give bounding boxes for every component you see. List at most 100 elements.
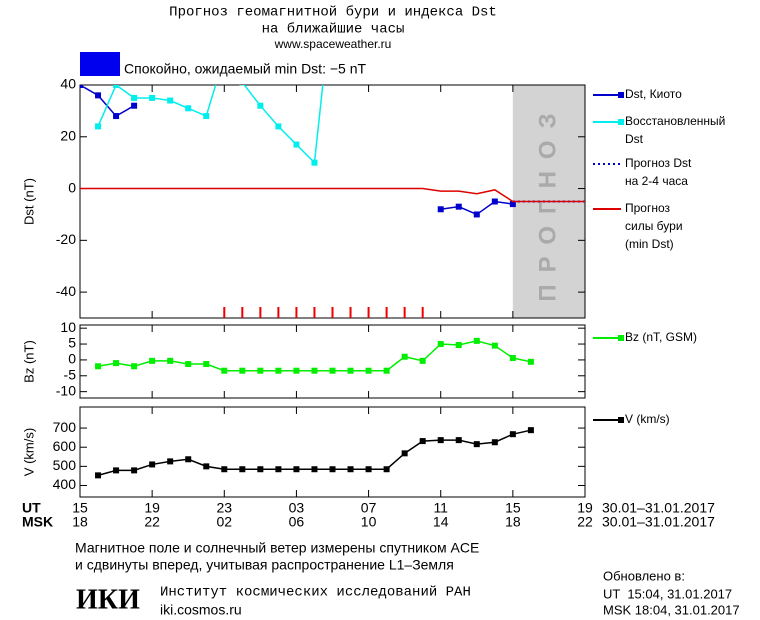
point (527, 427, 534, 434)
x-tick-label: 15 (505, 500, 521, 516)
title-line: Прогноз геомагнитной бури и индекса Dst (169, 4, 497, 21)
y-tick-label: -20 (56, 231, 76, 247)
point (455, 437, 462, 444)
y-tick-label: 40 (60, 76, 76, 92)
x-tick-label: 11 (433, 500, 448, 516)
note-line: и сдвинуты вперед, учитывая распростране… (75, 557, 454, 573)
panel-frame (79, 324, 586, 399)
status-box (80, 52, 120, 76)
y-tick-label: 10 (60, 319, 76, 335)
time-row-name: MSK (22, 514, 53, 530)
x-tick-label: 15 (72, 500, 88, 516)
point (491, 439, 498, 446)
point (95, 123, 102, 130)
point (185, 456, 192, 463)
series-line (97, 340, 532, 372)
x-tick-label: 06 (289, 514, 305, 530)
point (311, 466, 318, 473)
x-tick-label: 18 (72, 514, 88, 530)
point (293, 466, 300, 473)
y-axis-label: V (km/s) (21, 428, 36, 476)
point (509, 431, 516, 438)
point (329, 466, 336, 473)
point (203, 463, 210, 470)
x-tick-label: 14 (433, 514, 449, 530)
x-tick-label: 02 (216, 514, 232, 530)
point (329, 367, 336, 374)
x-tick-label: 03 (289, 500, 305, 516)
y-axis-label: Dst (nT) (21, 178, 36, 225)
x-tick-label: 18 (505, 514, 521, 530)
legend-marker (618, 417, 624, 423)
y-tick-label: 600 (53, 438, 77, 454)
legend-label: V (km/s) (625, 412, 670, 426)
point (491, 198, 498, 205)
point (113, 467, 120, 474)
point (311, 367, 318, 374)
note-line: Магнитное поле и солнечный ветер измерен… (75, 540, 479, 556)
y-tick-label: -40 (56, 283, 76, 299)
legend-label: Прогноз Dst (625, 156, 692, 170)
point (131, 102, 138, 109)
legend-label: на 2-4 часа (625, 174, 688, 188)
point (257, 367, 264, 374)
series-line (80, 187, 585, 203)
point (239, 85, 246, 86)
x-tick-label: 07 (361, 500, 377, 516)
title-line: на ближайшие часы (262, 21, 405, 38)
point (203, 361, 210, 368)
y-tick-label: 20 (60, 127, 76, 143)
point (149, 461, 156, 468)
logo: ИКИ (76, 584, 140, 615)
x-tick-label: 19 (577, 500, 593, 516)
point (221, 367, 228, 374)
point (113, 113, 120, 120)
legend-label: силы бури (625, 219, 683, 233)
point (491, 342, 498, 349)
legend-label: (min Dst) (625, 237, 674, 251)
point (383, 466, 390, 473)
time-row-name: UT (22, 500, 41, 516)
point (131, 94, 138, 101)
point (149, 357, 156, 364)
y-tick-label: -10 (56, 382, 76, 398)
point (239, 466, 246, 473)
point (80, 85, 83, 88)
point (527, 358, 534, 365)
point (401, 353, 408, 360)
point (95, 472, 102, 479)
point (275, 466, 282, 473)
legend-label: Восстановленный (625, 114, 725, 128)
point (275, 123, 282, 130)
y-tick-label: 5 (68, 335, 76, 351)
legend-marker (618, 335, 624, 341)
point (95, 92, 102, 99)
panel-frame (79, 406, 586, 498)
y-tick-label: 500 (53, 457, 77, 473)
y-axis-label: Bz (nT) (21, 340, 36, 383)
time-row-range: 30.01–31.01.2017 (602, 514, 715, 530)
series-line (97, 85, 324, 165)
point (383, 367, 390, 374)
y-tick-label: 400 (53, 476, 77, 492)
point (131, 467, 138, 474)
point (365, 367, 372, 374)
status: Спокойно, ожидаемый min Dst: −5 nT (124, 61, 366, 77)
y-tick-label: 700 (53, 419, 77, 435)
point (221, 466, 228, 473)
y-tick-label: 0 (68, 351, 76, 367)
point (455, 341, 462, 348)
point (347, 466, 354, 473)
point (275, 367, 282, 374)
updated-line: Обновлено в: (603, 568, 685, 583)
point (293, 367, 300, 374)
point (203, 113, 210, 120)
point (437, 341, 444, 348)
x-tick-label: 23 (216, 500, 232, 516)
panel-frame (79, 84, 586, 319)
point (221, 54, 227, 60)
time-row-range: 30.01–31.01.2017 (602, 500, 715, 516)
point (419, 438, 426, 445)
legend-label: Dst (625, 132, 644, 146)
